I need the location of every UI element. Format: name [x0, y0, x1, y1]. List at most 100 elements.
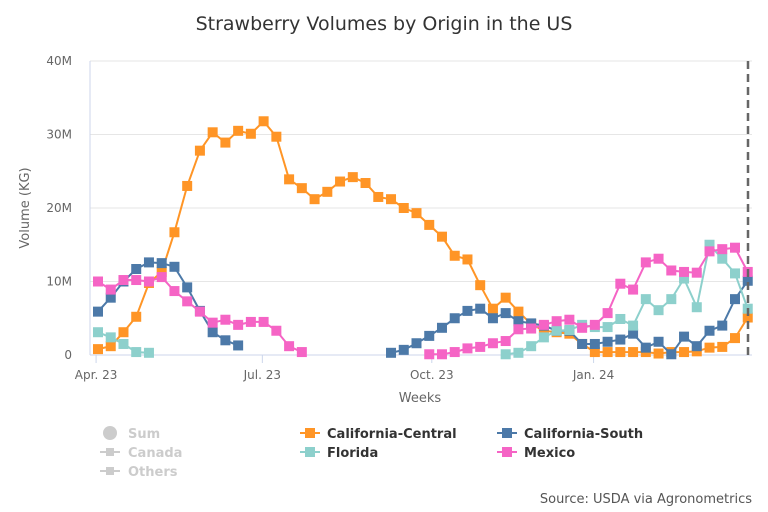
legend-item-california-south[interactable]: California-South — [497, 427, 643, 442]
legend-item-canada[interactable]: Canada — [100, 446, 182, 461]
data-point[interactable] — [640, 342, 651, 353]
data-point[interactable] — [538, 325, 549, 336]
data-point[interactable] — [653, 253, 664, 264]
data-point[interactable] — [462, 305, 473, 316]
data-point[interactable] — [220, 335, 231, 346]
data-point[interactable] — [628, 284, 639, 295]
data-point[interactable] — [424, 219, 435, 230]
data-point[interactable] — [730, 294, 740, 305]
data-point[interactable] — [462, 254, 473, 265]
data-point[interactable] — [628, 347, 639, 358]
data-point[interactable] — [666, 349, 677, 360]
data-point[interactable] — [131, 275, 142, 286]
data-point[interactable] — [398, 203, 409, 213]
data-point[interactable] — [538, 319, 549, 330]
data-point[interactable] — [717, 320, 728, 331]
data-point[interactable] — [398, 344, 409, 355]
data-point[interactable] — [679, 273, 690, 284]
data-point[interactable] — [436, 231, 447, 242]
data-point[interactable] — [93, 306, 103, 317]
data-point[interactable] — [628, 320, 639, 331]
data-point[interactable] — [156, 258, 167, 269]
data-point[interactable] — [487, 338, 498, 349]
data-point[interactable] — [602, 336, 613, 347]
data-point[interactable] — [526, 323, 537, 334]
data-point[interactable] — [602, 308, 613, 319]
data-point[interactable] — [730, 333, 740, 344]
data-point[interactable] — [424, 349, 435, 360]
data-point[interactable] — [284, 341, 295, 352]
data-point[interactable] — [487, 303, 498, 314]
data-point[interactable] — [258, 116, 269, 127]
legend-item-california-central[interactable]: California-Central — [300, 427, 457, 442]
legend-item-others[interactable]: Others — [100, 465, 178, 480]
data-point[interactable] — [296, 347, 307, 358]
data-point[interactable] — [143, 347, 154, 358]
data-point[interactable] — [704, 325, 715, 336]
data-point[interactable] — [436, 322, 447, 333]
data-point[interactable] — [309, 194, 320, 205]
data-point[interactable] — [93, 327, 103, 338]
series-california-central[interactable] — [93, 116, 753, 359]
data-point[interactable] — [118, 338, 129, 349]
data-point[interactable] — [296, 183, 307, 194]
data-point[interactable] — [386, 347, 397, 358]
data-point[interactable] — [742, 312, 753, 323]
data-point[interactable] — [182, 296, 193, 307]
data-point[interactable] — [156, 266, 167, 277]
data-point[interactable] — [271, 325, 282, 336]
data-point[interactable] — [360, 178, 371, 189]
data-point[interactable] — [169, 261, 180, 272]
data-point[interactable] — [436, 349, 447, 360]
data-point[interactable] — [640, 257, 651, 268]
data-point[interactable] — [742, 275, 753, 286]
data-point[interactable] — [589, 347, 600, 358]
data-point[interactable] — [169, 286, 180, 297]
data-point[interactable] — [335, 176, 346, 187]
data-point[interactable] — [373, 191, 384, 202]
data-point[interactable] — [500, 308, 511, 319]
data-point[interactable] — [475, 303, 486, 314]
data-point[interactable] — [615, 334, 626, 345]
data-point[interactable] — [131, 264, 142, 275]
data-point[interactable] — [666, 265, 677, 276]
data-point[interactable] — [691, 341, 702, 352]
data-point[interactable] — [156, 272, 167, 283]
data-point[interactable] — [730, 268, 740, 279]
data-point[interactable] — [526, 341, 537, 352]
data-point[interactable] — [207, 127, 218, 138]
data-point[interactable] — [220, 314, 231, 325]
data-point[interactable] — [500, 292, 511, 303]
data-point[interactable] — [717, 244, 728, 255]
data-point[interactable] — [653, 336, 664, 347]
data-point[interactable] — [564, 314, 575, 325]
data-point[interactable] — [233, 340, 244, 351]
data-point[interactable] — [207, 317, 218, 328]
data-point[interactable] — [717, 341, 728, 352]
data-point[interactable] — [551, 316, 562, 327]
data-point[interactable] — [691, 346, 702, 357]
data-point[interactable] — [424, 330, 435, 341]
data-point[interactable] — [615, 313, 626, 324]
data-point[interactable] — [207, 327, 218, 338]
data-point[interactable] — [475, 341, 486, 352]
data-point[interactable] — [513, 324, 524, 335]
data-point[interactable] — [602, 322, 613, 333]
data-point[interactable] — [679, 347, 690, 358]
data-point[interactable] — [551, 325, 562, 336]
data-point[interactable] — [513, 347, 524, 358]
data-point[interactable] — [500, 336, 511, 347]
data-point[interactable] — [284, 174, 295, 185]
data-point[interactable] — [500, 349, 511, 360]
data-point[interactable] — [105, 332, 116, 343]
data-point[interactable] — [666, 294, 677, 305]
data-point[interactable] — [169, 227, 180, 238]
data-point[interactable] — [194, 145, 205, 156]
data-point[interactable] — [462, 343, 473, 354]
data-point[interactable] — [691, 302, 702, 313]
data-point[interactable] — [679, 331, 690, 342]
data-point[interactable] — [691, 267, 702, 278]
data-point[interactable] — [653, 348, 664, 359]
data-point[interactable] — [449, 250, 460, 261]
data-point[interactable] — [704, 342, 715, 353]
